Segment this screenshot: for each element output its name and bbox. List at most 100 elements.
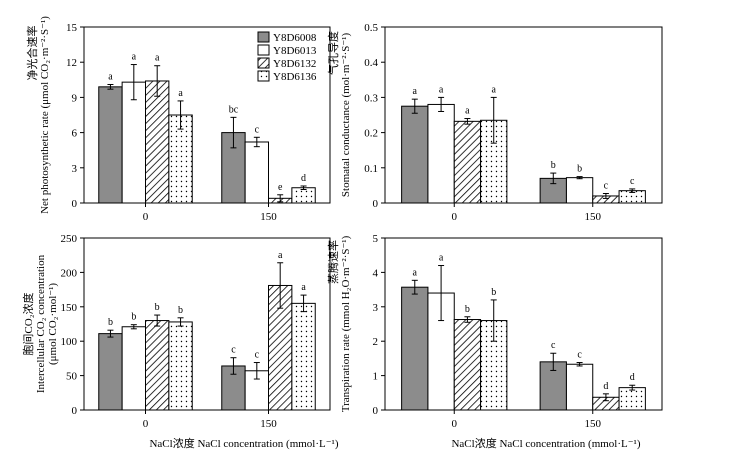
x-axis-label-left: NaCl浓度 NaCl concentration (mmol·L⁻¹) [149, 436, 338, 450]
legend-swatch [257, 70, 270, 82]
significance-letter: e [278, 182, 283, 193]
plot-frame [384, 26, 663, 204]
bar-Y8D6013-150 [244, 141, 270, 204]
y-axis-label-cn: 气孔导度 [326, 31, 340, 75]
significance-letter: a [439, 84, 444, 95]
significance-letter: a [108, 71, 113, 82]
y-tick-label: 50 [66, 371, 78, 383]
y-tick-label: 150 [61, 302, 78, 314]
x-tick-label: 0 [143, 211, 149, 223]
bar-Y8D6013-0 [121, 81, 146, 204]
significance-letter: a [413, 86, 418, 97]
significance-letter: d [630, 372, 635, 383]
significance-letter: c [231, 345, 236, 356]
bar-Y8D6008-0 [401, 105, 429, 204]
significance-letter: d [603, 381, 608, 392]
significance-letter: b [108, 317, 113, 328]
bar-Y8D6132-0 [453, 120, 482, 204]
y-axis-label-en: Transpiration rate (mmol H₂O·m⁻²·S⁻¹) [340, 235, 352, 412]
x-axis-label-right: NaCl浓度 NaCl concentration (mmol·L⁻¹) [451, 436, 640, 450]
y-axis-label-cn: 胞间CO₂浓度 [21, 292, 35, 355]
y-axis-label-cn: 蒸腾速率 [326, 240, 340, 284]
bar-Y8D6136-0 [168, 321, 193, 411]
x-tick-label: 0 [143, 418, 149, 430]
significance-letter: b [465, 304, 470, 315]
bar-Y8D6136-150 [618, 387, 646, 411]
y-tick-label: 3 [72, 163, 78, 175]
y-tick-label: 200 [61, 267, 78, 279]
bar-Y8D6008-0 [98, 86, 123, 204]
bar-Y8D6132-0 [145, 320, 170, 411]
x-tick-label: 150 [585, 418, 602, 430]
panel-intercellular-co2: 0 50 100 150 200 250 0 b b b b 150 c c a a 胞间CO₂浓度 Interc… [21, 233, 331, 430]
y-tick-label: 0.5 [364, 22, 378, 34]
significance-letter: c [604, 180, 609, 191]
significance-letter: c [255, 350, 260, 361]
y-axis-label-en: Net photosynthetic rate (μmol CO₂·m⁻²·S⁻… [39, 16, 51, 214]
bar-Y8D6008-0 [401, 286, 429, 411]
y-tick-label: 0.4 [364, 57, 378, 69]
y-tick-label: 0 [373, 405, 379, 417]
legend-swatch [257, 44, 270, 56]
significance-letter: b [491, 287, 496, 298]
plot-frame [83, 237, 331, 411]
legend-label: Y8D6008 [273, 32, 317, 44]
significance-letter: a [465, 106, 470, 117]
y-tick-label: 0.1 [364, 163, 378, 175]
significance-letter: b [577, 164, 582, 175]
significance-letter: c [577, 350, 582, 361]
significance-letter: bc [229, 104, 239, 115]
significance-letter: c [255, 124, 260, 135]
y-tick-label: 4 [373, 267, 379, 279]
y-axis-label-en: Intercellular CO₂ concentration [35, 254, 47, 393]
y-axis-label-en: Stomatal conductance (mol·m⁻²·S⁻¹) [340, 33, 352, 198]
bar-Y8D6008-0 [98, 333, 123, 411]
bar-Y8D6136-150 [291, 302, 316, 411]
bar-Y8D6013-0 [121, 326, 146, 411]
bar-Y8D6013-150 [565, 177, 594, 204]
x-tick-label: 0 [452, 211, 458, 223]
bar-Y8D6132-0 [145, 80, 170, 204]
x-tick-label: 150 [260, 211, 277, 223]
legend-label: Y8D6132 [273, 58, 316, 70]
legend-swatch [257, 57, 270, 69]
bar-Y8D6136-150 [291, 187, 316, 204]
significance-letter: a [278, 250, 283, 261]
y-tick-label: 0.2 [364, 128, 378, 140]
y-tick-label: 12 [66, 57, 77, 69]
y-tick-label: 0 [373, 198, 379, 210]
significance-letter: a [301, 282, 306, 293]
y-axis-label-unit: (μmol CO₂·mol⁻¹) [47, 283, 59, 365]
significance-letter: a [413, 267, 418, 278]
y-tick-label: 0.3 [364, 92, 378, 104]
y-tick-label: 250 [61, 233, 78, 245]
x-tick-label: 150 [585, 211, 602, 223]
y-tick-label: 0 [72, 198, 78, 210]
plot-frame [83, 26, 331, 204]
y-tick-label: 9 [72, 92, 78, 104]
significance-letter: b [155, 302, 160, 313]
plot-frame [384, 237, 663, 411]
bar-Y8D6013-0 [427, 103, 455, 204]
significance-letter: b [178, 305, 183, 316]
significance-letter: a [491, 84, 496, 95]
legend-swatch [257, 31, 270, 43]
y-tick-label: 0 [72, 405, 78, 417]
significance-letter: c [551, 340, 556, 351]
legend-label: Y8D6013 [273, 45, 317, 57]
y-tick-label: 100 [61, 336, 78, 348]
x-tick-label: 150 [260, 418, 277, 430]
significance-letter: a [155, 53, 160, 64]
x-tick-label: 0 [452, 418, 458, 430]
panel-transpiration-rate: 0 1 2 3 4 5 0 a a b b 150 c c d d 蒸腾速率 Transpiration rate… [326, 233, 663, 430]
significance-letter: a [178, 88, 183, 99]
significance-letter: b [551, 160, 556, 171]
y-tick-label: 6 [72, 128, 78, 140]
y-tick-label: 15 [66, 22, 78, 34]
significance-letter: b [131, 312, 136, 323]
significance-letter: c [630, 176, 635, 187]
